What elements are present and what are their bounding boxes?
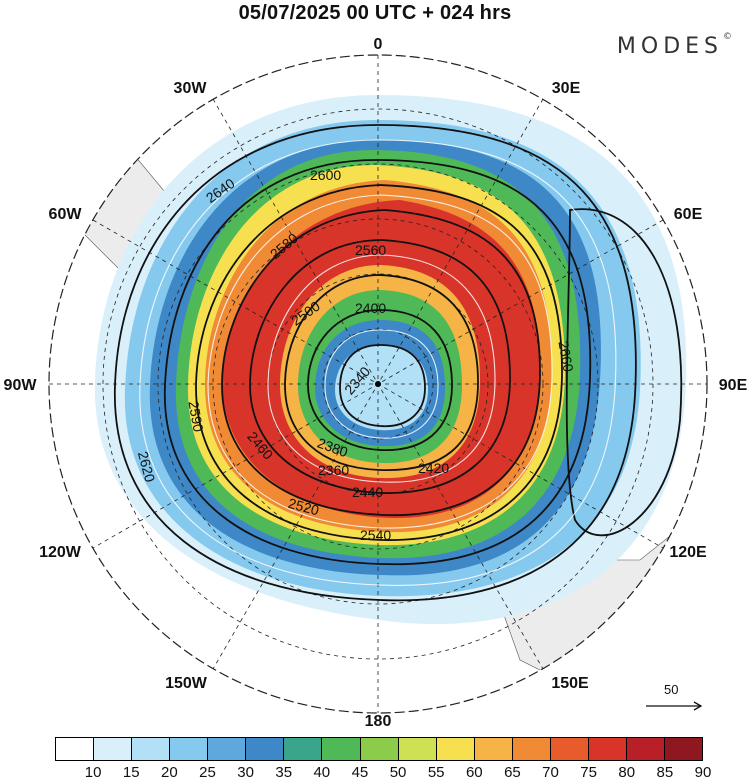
colorbar-swatch: [436, 738, 475, 760]
colorbar-tick-label: 15: [122, 764, 140, 781]
height-contours: [114, 124, 683, 602]
contour-label: 2520: [287, 495, 321, 519]
colorbar-tick-label: 50: [389, 764, 407, 781]
contour-label: 2590: [185, 400, 206, 434]
colorbar-swatch: [246, 738, 285, 760]
colorbar-swatch: [56, 738, 95, 760]
contour-label: 2440: [352, 484, 383, 500]
colorbar-tick-label: 70: [542, 764, 559, 781]
contour-label: 2360: [318, 462, 349, 478]
reference-vector-label: 50: [664, 682, 679, 697]
colorbar-swatch: [665, 738, 703, 760]
polar-map: 2640 2600 2580 2560 2590 2500 2400 2340 …: [4, 36, 748, 730]
map-title: 05/07/2025 00 UTC + 024 hrs: [238, 2, 512, 24]
lon-label-60e: 60E: [674, 206, 703, 223]
colorbar-tick-label: 80: [618, 764, 636, 781]
colorbar-tick-label: 55: [427, 764, 445, 781]
pole-marker: [375, 381, 381, 387]
colorbar-tick-label: 20: [161, 764, 178, 781]
colorbar-swatch: [284, 738, 323, 760]
contour-label: 2400: [355, 300, 386, 316]
contour-label: 2600: [310, 167, 341, 183]
brand-mark: ©: [723, 32, 732, 42]
colorbar: [55, 737, 703, 761]
contour-label: 2660: [555, 340, 576, 374]
reference-vector-arrow: [646, 701, 703, 711]
colorbar-swatch: [398, 738, 437, 760]
wind-band-15-inner: [335, 345, 428, 431]
colorbar-swatch: [94, 738, 133, 760]
colorbar-tick-label: 85: [656, 764, 674, 781]
colorbar-swatch: [132, 738, 171, 760]
streamlines: [139, 139, 617, 586]
colorbar-tick-label: 90: [694, 764, 712, 781]
lon-label-90e: 90E: [719, 377, 748, 394]
colorbar-tick-label: 25: [199, 764, 216, 781]
lon-label-90w: 90W: [4, 377, 38, 394]
contour-label: 2560: [355, 242, 386, 258]
colorbar-tick-label: 10: [84, 764, 102, 781]
colorbar-swatch: [360, 738, 399, 760]
brand-logo: MODES©: [616, 32, 732, 59]
lon-label-120w: 120W: [39, 544, 82, 561]
longitude-labels: 0 30E 60E 90E 120E 150E 180 150W 120W 90…: [4, 36, 748, 730]
colorbar-tick-label: 35: [275, 764, 293, 781]
colorbar-tick-label: 65: [504, 764, 521, 781]
colorbar-tick-label: 45: [351, 764, 369, 781]
map-fill-layer: [49, 55, 707, 713]
map-boundary: [48, 54, 708, 714]
colorbar-swatch: [322, 738, 361, 760]
colorbar-tick-label: 75: [580, 764, 597, 781]
lon-label-120e: 120E: [669, 544, 707, 561]
contour-label: 2620: [135, 450, 159, 484]
contour-label: 2540: [360, 527, 391, 543]
lon-label-150w: 150W: [165, 675, 208, 692]
colorbar-swatch: [550, 738, 589, 760]
contour-label: 2420: [418, 460, 449, 476]
lon-label-150e: 150E: [551, 675, 589, 692]
lon-label-60w: 60W: [49, 206, 83, 223]
colorbar-swatch: [474, 738, 513, 760]
colorbar-swatch: [588, 738, 627, 760]
colorbar-tick-label: 40: [313, 764, 331, 781]
lon-label-30e: 30E: [552, 80, 581, 97]
colorbar-tick-label: 30: [237, 764, 254, 781]
lon-label-0: 0: [374, 36, 383, 53]
brand-name: MODES: [616, 34, 723, 59]
colorbar-swatch: [170, 738, 209, 760]
lon-label-30w: 30W: [174, 80, 208, 97]
lon-label-180: 180: [365, 713, 392, 730]
colorbar-ticks: 10 15 20 25 30 35 40 45 50 55 60 65 70 75 80 85 90: [55, 764, 712, 782]
colorbar-tick-label: 60: [465, 764, 483, 781]
colorbar-swatch: [208, 738, 247, 760]
colorbar-swatch: [626, 738, 665, 760]
colorbar-swatch: [512, 738, 551, 760]
